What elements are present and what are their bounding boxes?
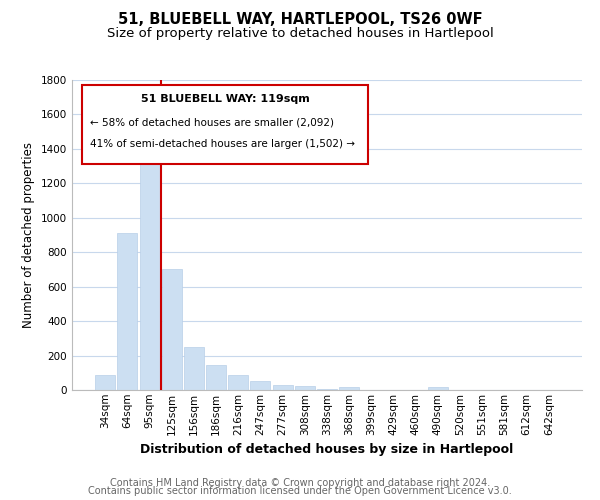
- Y-axis label: Number of detached properties: Number of detached properties: [22, 142, 35, 328]
- Bar: [162, 270, 182, 390]
- Bar: [317, 389, 337, 390]
- Bar: [272, 385, 293, 390]
- Text: Size of property relative to detached houses in Hartlepool: Size of property relative to detached ho…: [107, 28, 493, 40]
- Bar: [184, 347, 204, 390]
- FancyBboxPatch shape: [82, 84, 368, 164]
- X-axis label: Distribution of detached houses by size in Hartlepool: Distribution of detached houses by size …: [140, 443, 514, 456]
- Bar: [428, 388, 448, 390]
- Bar: [228, 374, 248, 390]
- Text: 51, BLUEBELL WAY, HARTLEPOOL, TS26 0WF: 51, BLUEBELL WAY, HARTLEPOOL, TS26 0WF: [118, 12, 482, 28]
- Bar: [95, 374, 115, 390]
- Text: ← 58% of detached houses are smaller (2,092): ← 58% of detached houses are smaller (2,…: [90, 117, 334, 127]
- Bar: [295, 386, 315, 390]
- Text: Contains public sector information licensed under the Open Government Licence v3: Contains public sector information licen…: [88, 486, 512, 496]
- Bar: [118, 234, 137, 390]
- Text: 41% of semi-detached houses are larger (1,502) →: 41% of semi-detached houses are larger (…: [90, 139, 355, 149]
- Bar: [206, 365, 226, 390]
- Text: Contains HM Land Registry data © Crown copyright and database right 2024.: Contains HM Land Registry data © Crown c…: [110, 478, 490, 488]
- Text: 51 BLUEBELL WAY: 119sqm: 51 BLUEBELL WAY: 119sqm: [140, 94, 310, 104]
- Bar: [140, 156, 160, 390]
- Bar: [250, 380, 271, 390]
- Bar: [339, 388, 359, 390]
